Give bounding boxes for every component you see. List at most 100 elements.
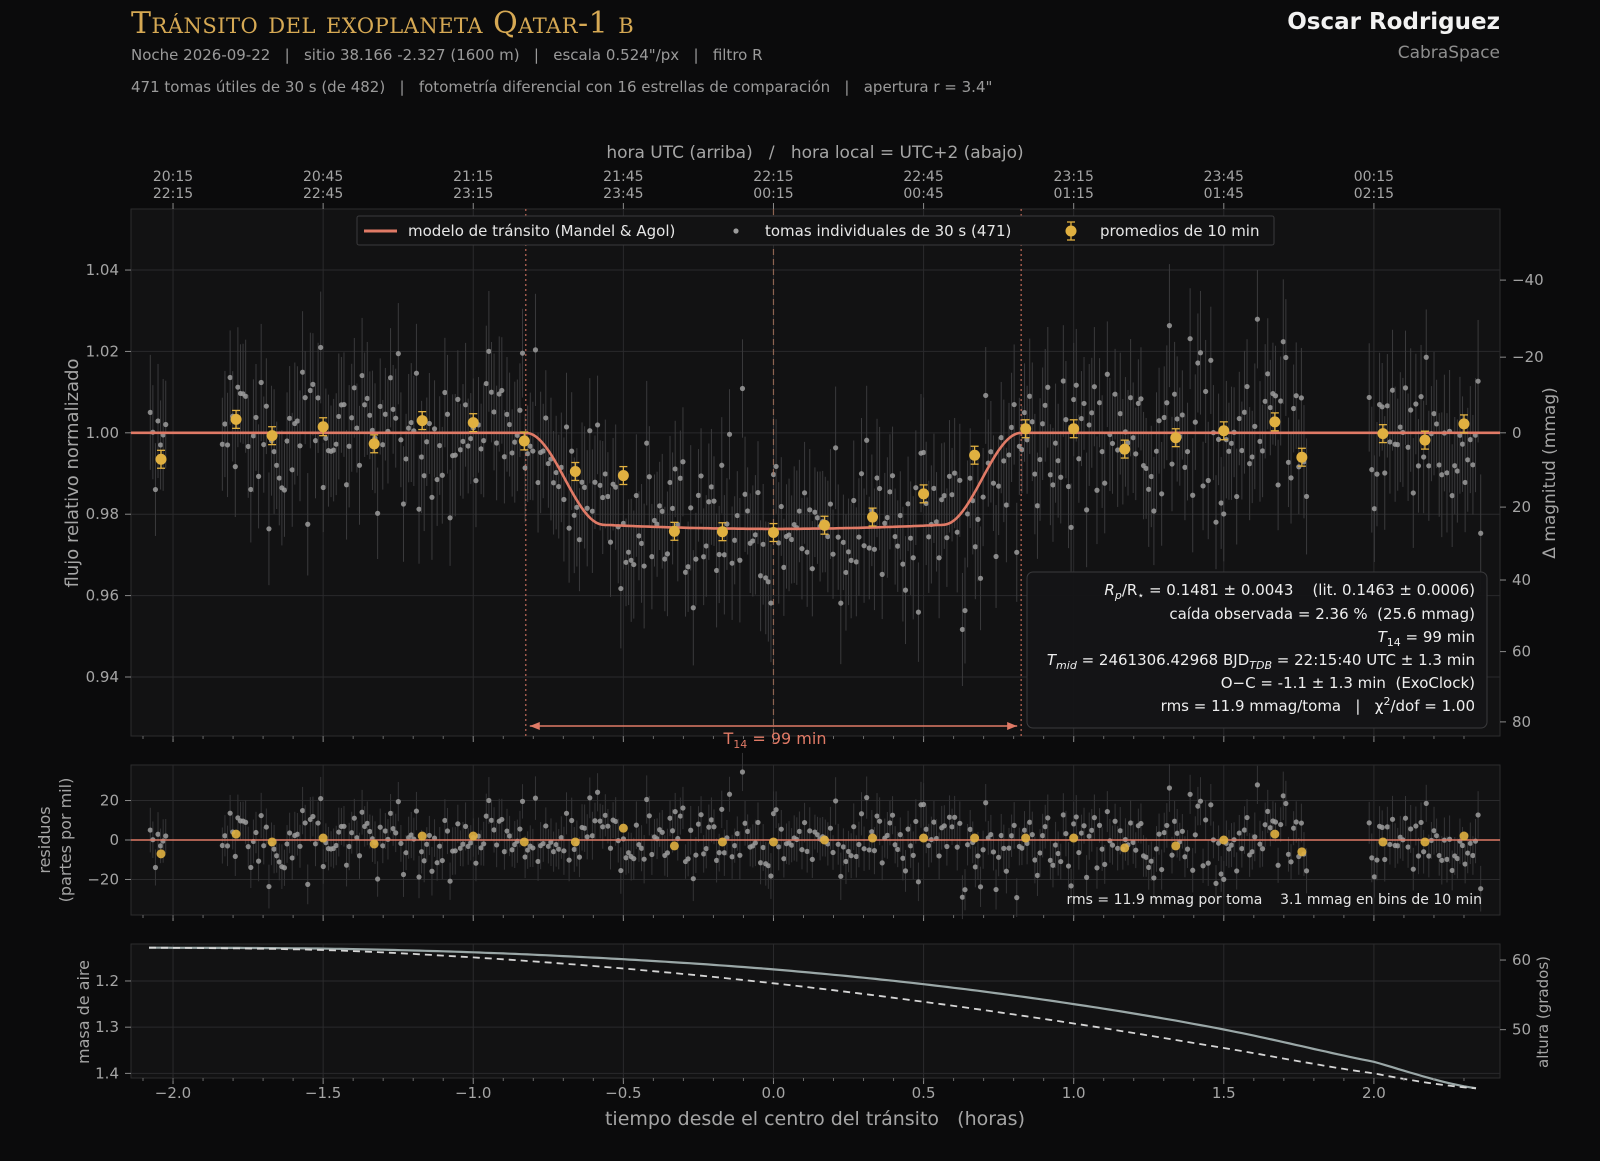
data-point [1045,384,1051,390]
data-point [592,479,598,485]
data-point [1221,511,1227,517]
data-point [569,448,575,454]
x-tick-label: 0.5 [912,1084,936,1102]
data-point [1431,411,1437,417]
data-point [737,557,743,563]
data-point [408,419,414,426]
data-point [1374,471,1380,477]
data-point [587,428,593,434]
binned-point [1269,416,1281,428]
data-point [522,465,528,471]
data-point [584,505,590,511]
data-point [1262,398,1268,404]
data-point [672,466,678,472]
residual-point [426,832,432,839]
top-tick-utc: 23:45 [1204,169,1244,185]
top-tick-utc: 20:15 [153,169,193,185]
data-point [157,442,164,448]
data-point [287,415,293,421]
residual-point [1369,855,1375,861]
data-point [255,473,262,479]
data-point [1060,378,1066,384]
residual-point [1275,862,1281,868]
data-point [651,517,658,524]
binned-residual-point [868,833,878,843]
residual-point [1151,875,1157,881]
data-point [1187,336,1193,342]
data-point [690,605,696,611]
binned-residual-point [1219,835,1229,845]
residual-point [1192,832,1198,838]
y-tick-label: 1.00 [86,424,119,442]
residual-point [525,847,531,853]
residual-point [455,821,461,827]
data-point [1003,502,1010,508]
data-point [980,494,986,500]
data-point [1001,458,1007,464]
data-point [284,438,290,444]
residual-point [416,874,422,880]
residual-point [613,818,619,825]
residual-point [473,860,479,866]
altitude-y-label: altura (grados) [1534,956,1552,1068]
data-point [921,449,927,456]
residual-point [517,826,523,832]
data-point [362,402,368,408]
residual-point [587,795,593,801]
residual-point [915,879,922,885]
data-point [305,521,311,527]
data-point [1298,395,1304,401]
data-point [618,585,624,592]
residual-point [462,823,469,830]
data-point [910,555,916,561]
data-point [1019,447,1025,453]
residual-point [1156,831,1162,837]
data-point [889,473,896,479]
data-point [1011,401,1017,408]
residual-note: rms = 11.9 mmag por toma 3.1 mmag en bin… [1067,892,1482,908]
residual-point [364,820,370,826]
residual-point [1071,821,1077,827]
residual-point [1084,874,1090,880]
residual-point [356,853,363,859]
data-point [499,387,505,394]
residual-point [1003,868,1010,874]
residual-point [1387,841,1393,848]
data-point [1249,454,1255,460]
data-point [954,529,960,535]
residual-point [646,813,652,819]
residual-point [626,850,632,856]
residual-point [1257,841,1263,847]
residual-point [952,814,958,820]
residual-point [232,853,238,860]
residual-point [548,839,554,845]
data-point [222,421,228,427]
residual-point [1405,844,1411,850]
binned-residual-point [267,837,277,847]
binned-residual-point [1459,831,1469,841]
residual-point [437,843,443,849]
residual-point [535,858,541,865]
binned-point [569,465,581,477]
y-right-tick-label: 80 [1512,713,1531,731]
residual-point [607,845,614,851]
data-point [931,485,937,491]
residual-point [1034,872,1041,878]
residual-point [631,856,637,862]
data-point [1024,437,1030,443]
residual-point [993,886,999,893]
data-point [439,472,445,478]
data-point [1076,456,1082,462]
data-point [636,533,642,539]
residual-point [781,856,787,862]
data-point [343,482,350,488]
residual-point [310,813,316,820]
data-point [504,411,510,417]
data-point [750,538,756,544]
residual-point [297,843,303,849]
legend-model: modelo de tránsito (Mandel & Agol) [408,222,675,240]
residual-point [1068,883,1074,889]
data-point [1052,440,1059,446]
residual-point [1055,850,1061,857]
binned-point [1377,428,1389,440]
